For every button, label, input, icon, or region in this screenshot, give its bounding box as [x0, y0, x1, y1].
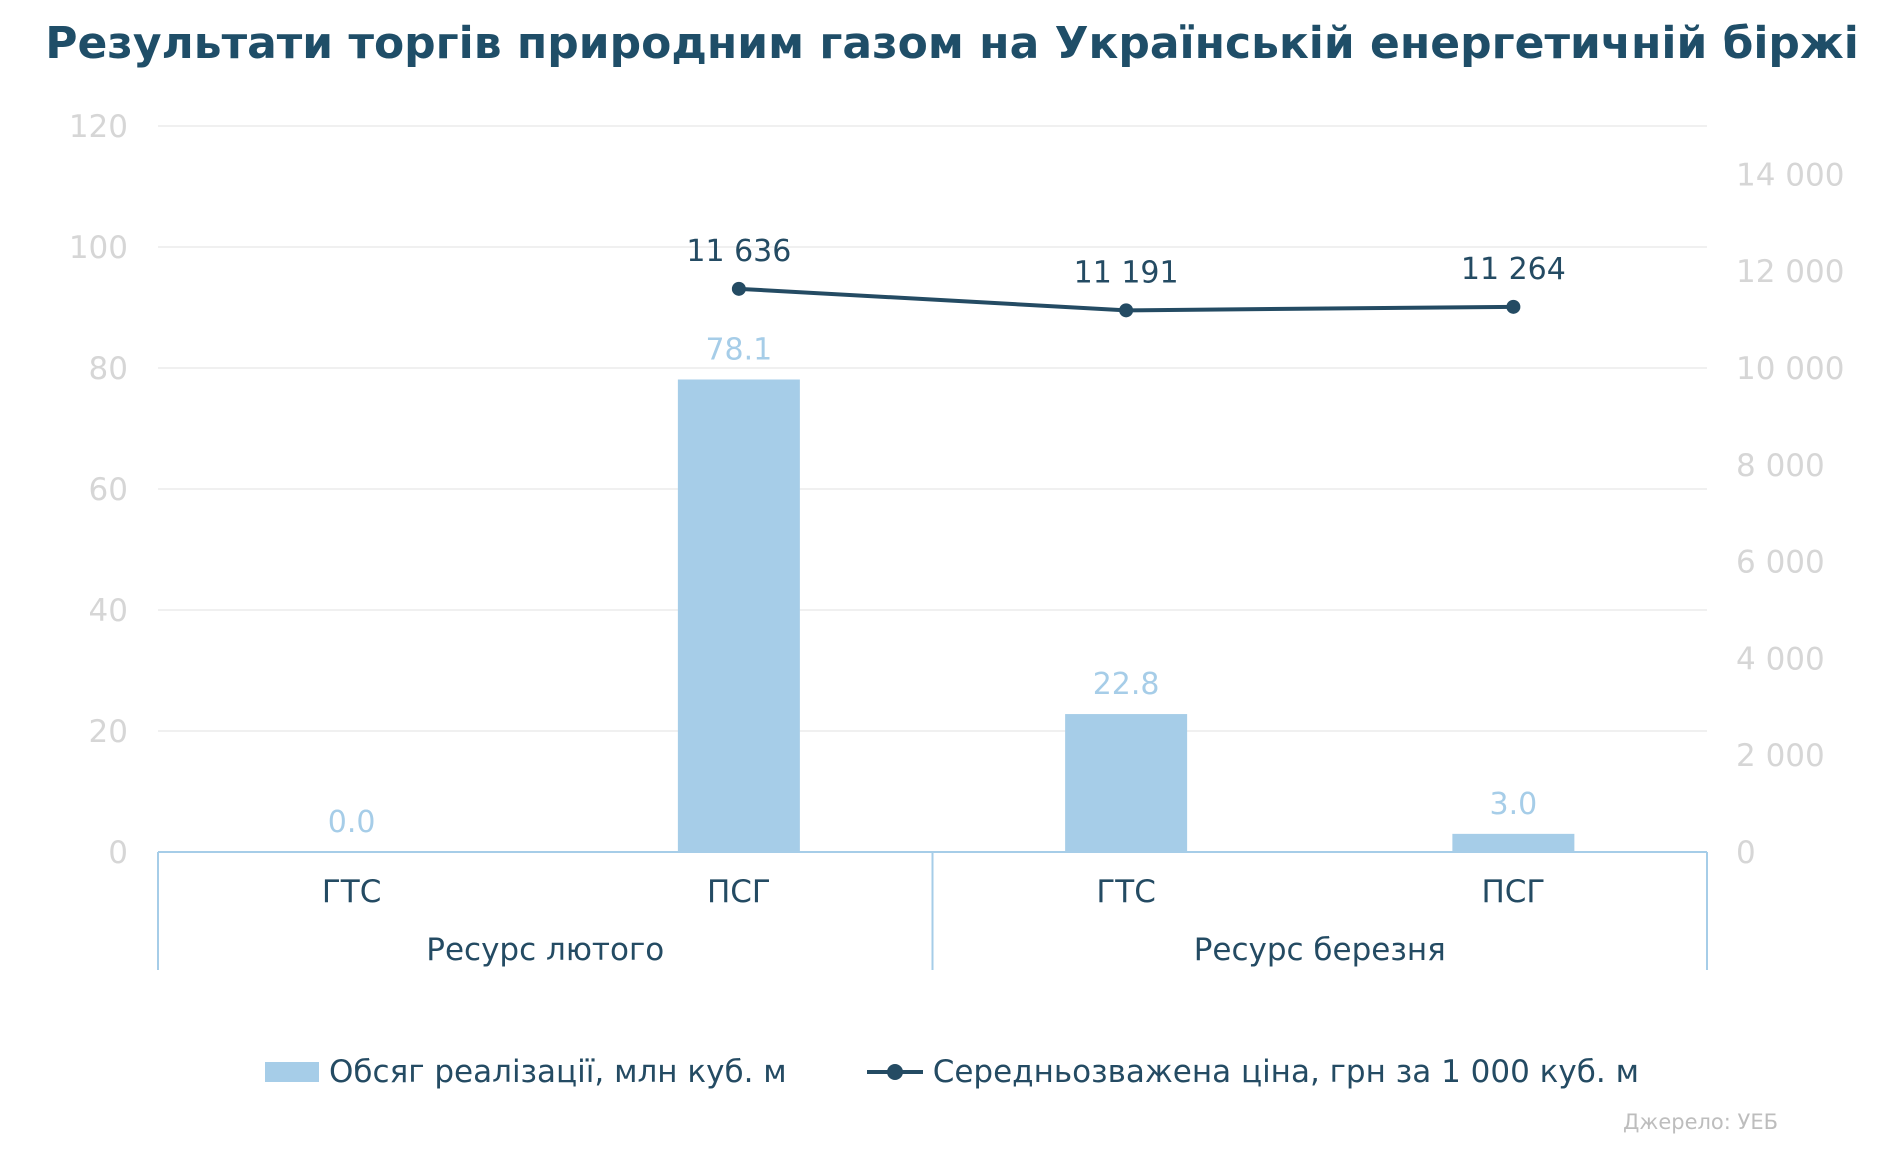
group-label: Ресурс березня	[1194, 932, 1446, 968]
left-axis-ticks: 0 20 40 60 80 100 120	[69, 109, 128, 871]
left-tick-label: 120	[69, 109, 128, 145]
legend-label-volume: Обсяг реалізації, млн куб. м	[329, 1054, 787, 1090]
category-label: ГТС	[322, 874, 382, 910]
right-axis-ticks: 0 2 000 4 000 6 000 8 000 10 000 12 000 14 000	[1736, 157, 1844, 871]
source-note: Джерело: УЕБ	[1623, 1110, 1778, 1134]
group-label: Ресурс лютого	[426, 932, 664, 968]
legend-bar-swatch	[265, 1062, 320, 1082]
chart-title: Результати торгів природним газом на Укр…	[45, 18, 1859, 69]
bar-data-label: 3.0	[1490, 787, 1538, 822]
price-point	[731, 281, 746, 296]
right-tick-label: 2 000	[1736, 738, 1825, 774]
left-tick-label: 80	[89, 351, 128, 387]
left-tick-label: 0	[108, 835, 128, 871]
category-axis: ГТС ПСГ ГТС ПСГ Ресурс лютого Ресурс березня	[157, 851, 1708, 970]
right-tick-label: 6 000	[1736, 545, 1825, 581]
chart-svg: 0 20 40 60 80 100 120 0 2 000 4 000 6 000 8 000 10 …	[69, 109, 1844, 970]
bar	[1452, 833, 1575, 852]
right-tick-label: 4 000	[1736, 641, 1825, 677]
right-tick-label: 0	[1736, 835, 1756, 871]
right-tick-label: 12 000	[1736, 254, 1844, 290]
left-tick-label: 100	[69, 230, 128, 266]
bar-data-label: 78.1	[705, 332, 772, 367]
gridlines	[158, 125, 1707, 732]
legend-item-volume: Обсяг реалізації, млн куб. м	[265, 1054, 787, 1090]
left-tick-label: 60	[89, 472, 128, 508]
data-labels: 0.0 78.1 22.8 3.0 11 636 11 191 11 264	[328, 234, 1566, 840]
line-series	[731, 281, 1521, 318]
category-label: ГТС	[1096, 874, 1156, 910]
bar-data-label: 0.0	[328, 805, 376, 840]
legend-item-price: Середньозважена ціна, грн за 1 000 куб. …	[866, 1054, 1639, 1090]
left-tick-label: 20	[89, 714, 128, 750]
price-point	[1506, 299, 1521, 314]
right-tick-label: 10 000	[1736, 351, 1844, 387]
right-tick-label: 8 000	[1736, 448, 1825, 484]
right-tick-label: 14 000	[1736, 157, 1844, 193]
category-label: ПСГ	[1481, 874, 1545, 910]
price-data-label: 11 264	[1461, 252, 1566, 287]
bar-series	[677, 379, 1575, 852]
bar	[677, 379, 800, 852]
category-label: ПСГ	[707, 874, 771, 910]
price-data-label: 11 191	[1074, 255, 1179, 290]
price-point	[1119, 303, 1134, 318]
legend: Обсяг реалізації, млн куб. м Середньозва…	[0, 1054, 1904, 1090]
left-tick-label: 40	[89, 593, 128, 629]
bar	[1065, 714, 1188, 852]
bar-data-label: 22.8	[1093, 667, 1160, 702]
price-data-label: 11 636	[686, 234, 791, 269]
legend-line-swatch	[866, 1062, 923, 1082]
legend-label-price: Середньозважена ціна, грн за 1 000 куб. …	[932, 1054, 1639, 1090]
